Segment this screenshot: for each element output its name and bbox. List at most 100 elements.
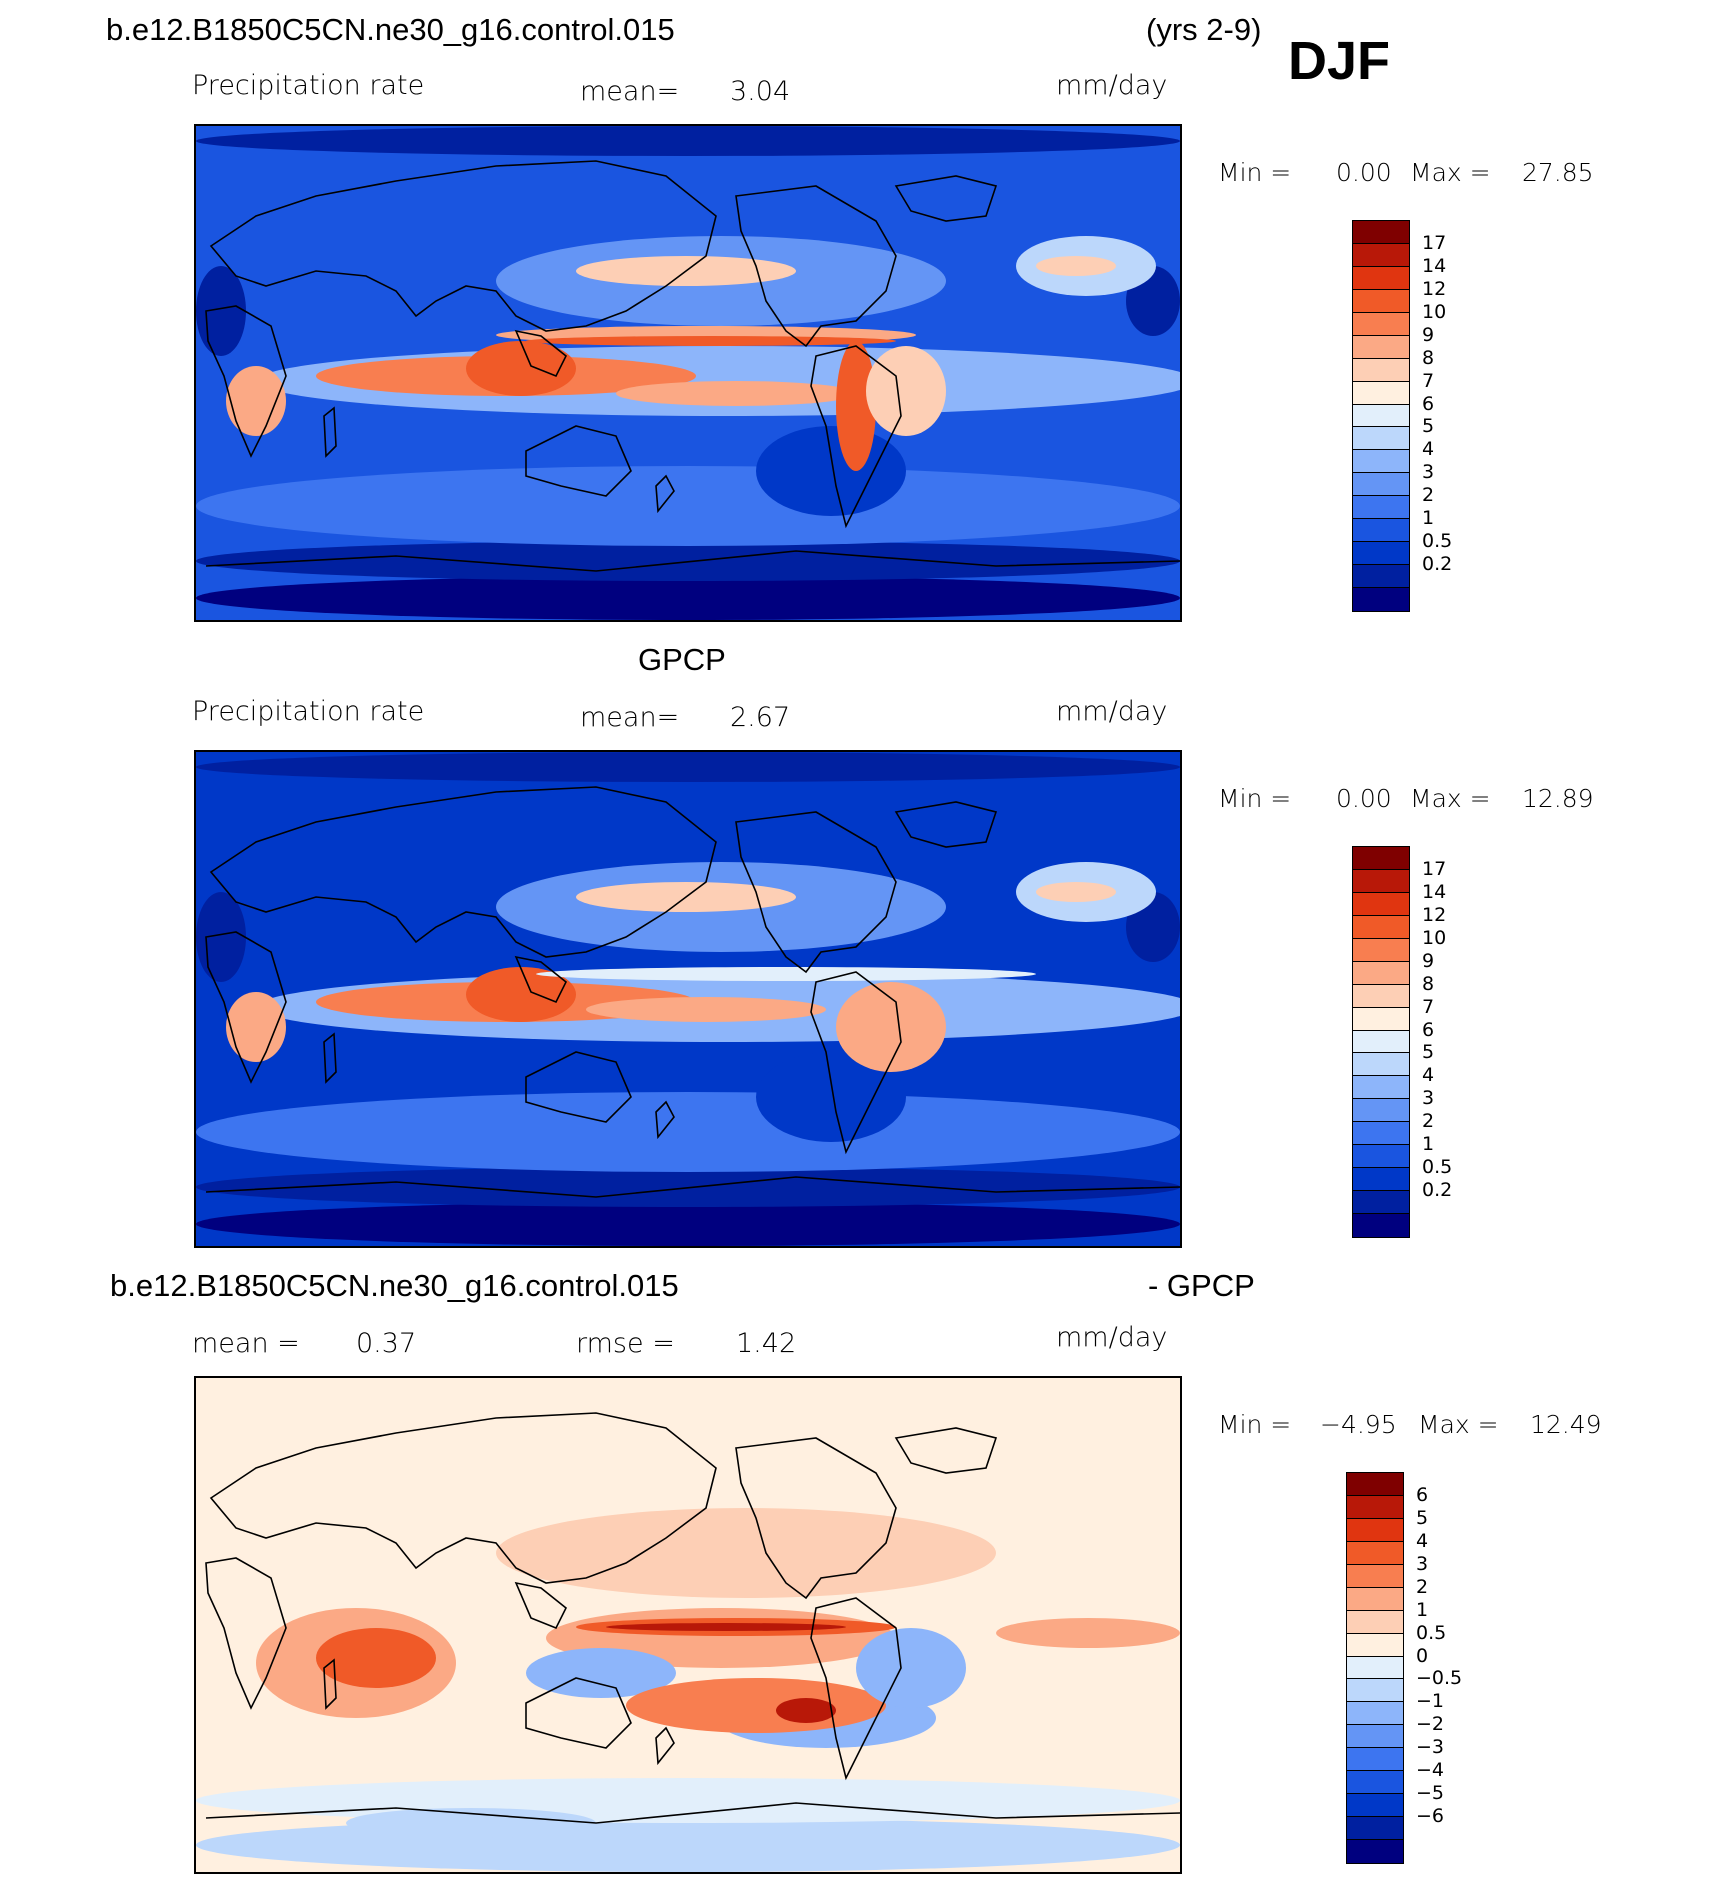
contour-region [196, 752, 1180, 782]
colorbar-swatch [1353, 1122, 1409, 1146]
coastline [810, 971, 902, 1155]
coastline [209, 786, 717, 958]
contour-region [1036, 882, 1116, 902]
colorbar-tick-label: 10 [1422, 926, 1447, 949]
coastline [810, 345, 902, 529]
colorbar-swatch [1353, 381, 1409, 405]
colorbar-swatch [1353, 427, 1409, 451]
colorbar-swatch [1353, 1214, 1409, 1237]
colorbar-tick-label: 7 [1422, 369, 1435, 392]
colorbar-tick-label: 0.5 [1422, 530, 1453, 553]
colorbar-tick-label: 5 [1416, 1506, 1429, 1529]
colorbar-swatch [1353, 519, 1409, 543]
panel3-rmse-value: 1.42 [736, 1328, 797, 1359]
panel1-max-value: 27.85 [1522, 158, 1594, 187]
colorbar-swatch [1353, 1053, 1409, 1077]
colorbar-tick-label: −6 [1416, 1805, 1445, 1828]
coastline [810, 1597, 902, 1781]
panel1-min-label: Min = [1218, 158, 1292, 187]
contour-region [196, 1092, 1180, 1172]
contour-region [616, 381, 856, 406]
contour-region [496, 1508, 996, 1598]
contour-region [316, 1628, 436, 1688]
colorbar-swatch [1353, 243, 1409, 267]
colorbar-tick-label: 3 [1422, 461, 1435, 484]
coastline [205, 1176, 1180, 1198]
colorbar-swatch [1347, 1610, 1403, 1634]
colorbar-tick-label: 0 [1416, 1644, 1429, 1667]
panel1-colorbar [1352, 220, 1410, 612]
panel1-units: mm/day [1056, 70, 1168, 101]
coastline [894, 801, 998, 848]
panel2-title: GPCP [638, 642, 726, 677]
contour-region [226, 366, 286, 436]
panel2-map [194, 750, 1182, 1248]
colorbar-swatch [1347, 1817, 1403, 1840]
colorbar-tick-label: 9 [1422, 323, 1435, 346]
coastline [205, 550, 1180, 572]
colorbar-tick-label: 14 [1422, 880, 1447, 903]
colorbar-tick-label: 9 [1422, 949, 1435, 972]
colorbar-swatch [1347, 1473, 1403, 1496]
panel1-map [194, 124, 1182, 622]
coastline [525, 1677, 632, 1749]
coastline [735, 811, 897, 974]
coastline [514, 955, 568, 1004]
panel2-max-label: Max = [1410, 784, 1491, 813]
panel1-variable: Precipitation rate [192, 70, 425, 101]
colorbar-swatch [1347, 1541, 1403, 1565]
colorbar-tick-label: 4 [1416, 1529, 1429, 1552]
contour-region [196, 1202, 1180, 1246]
colorbar-tick-label: 17 [1422, 857, 1447, 880]
panel2-colorbar [1352, 846, 1410, 1238]
panel3-title-left: b.e12.B1850C5CN.ne30_g16.control.015 [110, 1268, 679, 1303]
colorbar-tick-label: −2 [1416, 1713, 1445, 1736]
colorbar-swatch [1353, 1168, 1409, 1192]
colorbar-tick-label: −3 [1416, 1736, 1445, 1759]
colorbar-swatch [1353, 869, 1409, 893]
colorbar-swatch [1353, 892, 1409, 916]
colorbar-swatch [1353, 1076, 1409, 1100]
coastline [514, 1581, 568, 1630]
colorbar-swatch [1347, 1840, 1403, 1863]
panel3-min-label: Min = [1218, 1410, 1292, 1439]
contour-region [1036, 256, 1116, 276]
colorbar-tick-label: 17 [1422, 231, 1447, 254]
colorbar-swatch [1347, 1495, 1403, 1519]
panel2-min-value: 0.00 [1336, 784, 1392, 813]
panel1-min-value: 0.00 [1336, 158, 1392, 187]
colorbar-swatch [1353, 1099, 1409, 1123]
colorbar-swatch [1353, 1030, 1409, 1054]
colorbar-swatch [1353, 496, 1409, 520]
contour-region [526, 1648, 676, 1698]
contour-region [776, 1698, 836, 1723]
colorbar-swatch [1353, 358, 1409, 382]
panel3-min-value: −4.95 [1320, 1410, 1397, 1439]
panel2-mean-label: mean= [580, 702, 680, 733]
panel3-mean-value: 0.37 [356, 1328, 417, 1359]
colorbar-tick-label: 12 [1422, 277, 1447, 300]
colorbar-swatch [1347, 1794, 1403, 1818]
colorbar-swatch [1347, 1656, 1403, 1680]
colorbar-swatch [1347, 1702, 1403, 1726]
colorbar-swatch [1353, 450, 1409, 474]
contour-region [996, 1618, 1180, 1648]
colorbar-swatch [1353, 221, 1409, 244]
panel1-mean-value: 3.04 [730, 76, 791, 107]
colorbar-tick-label: 10 [1422, 300, 1447, 323]
contour-region [466, 341, 576, 396]
colorbar-tick-label: 0.5 [1422, 1156, 1453, 1179]
contour-region [466, 967, 576, 1022]
coastline [205, 1802, 1180, 1824]
colorbar-swatch [1353, 588, 1409, 611]
colorbar-tick-label: 7 [1422, 995, 1435, 1018]
contour-region [756, 426, 906, 516]
panel3-mean-label: mean = [192, 1328, 300, 1359]
colorbar-swatch [1353, 404, 1409, 428]
contour-region [196, 266, 246, 356]
colorbar-swatch [1347, 1771, 1403, 1795]
colorbar-swatch [1353, 847, 1409, 870]
coastline [323, 1658, 337, 1710]
colorbar-swatch [1347, 1748, 1403, 1772]
colorbar-tick-label: −1 [1416, 1690, 1445, 1713]
